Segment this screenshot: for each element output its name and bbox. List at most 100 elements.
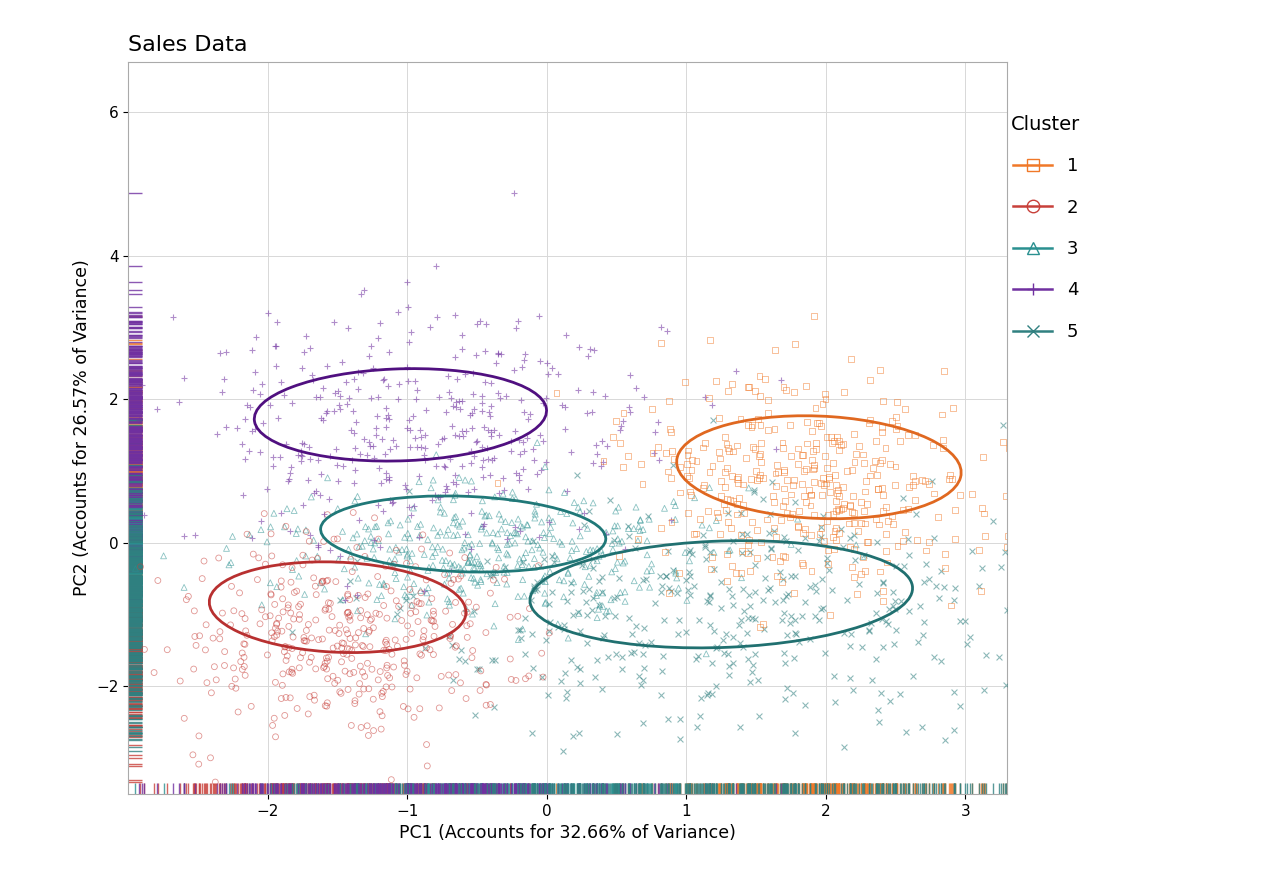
Point — [931, 407, 951, 422]
Point — [258, 306, 279, 320]
Point — [375, 467, 395, 481]
Point — [693, 478, 714, 492]
Point — [421, 481, 442, 495]
Point — [494, 572, 515, 587]
Point — [886, 410, 907, 424]
Point — [860, 373, 881, 387]
Point — [773, 646, 794, 660]
Point — [262, 625, 282, 639]
Point — [700, 333, 720, 347]
Point — [336, 397, 357, 411]
Point — [625, 500, 646, 514]
Point — [664, 452, 684, 467]
Point — [275, 639, 295, 654]
Point — [706, 679, 727, 693]
Point — [885, 478, 905, 492]
Point — [331, 355, 352, 370]
Point — [497, 537, 517, 551]
Point — [456, 602, 476, 616]
Point — [230, 654, 250, 669]
Point — [261, 587, 281, 601]
Point — [440, 629, 461, 643]
Point — [939, 472, 959, 486]
Point — [706, 639, 727, 654]
Point — [295, 523, 316, 537]
Point — [696, 594, 716, 609]
Point — [802, 444, 823, 458]
Point — [637, 509, 657, 523]
Point — [716, 503, 737, 517]
Point — [579, 504, 600, 518]
Point — [785, 613, 805, 627]
Point — [302, 631, 322, 645]
Point — [785, 337, 805, 351]
Point — [711, 602, 732, 616]
Point — [393, 699, 413, 714]
Point — [426, 310, 447, 324]
Point — [476, 526, 497, 540]
Point — [745, 612, 765, 626]
Point — [587, 447, 607, 461]
Point — [475, 375, 496, 389]
Point — [903, 477, 923, 491]
Point — [844, 516, 864, 530]
Point — [490, 512, 511, 527]
Point — [589, 598, 610, 612]
Point — [840, 499, 860, 513]
Point — [702, 459, 723, 473]
Point — [731, 527, 751, 542]
Point — [502, 485, 523, 499]
Point — [289, 661, 309, 675]
Point — [655, 545, 675, 559]
Point — [415, 641, 435, 655]
Point — [826, 533, 846, 547]
Point — [422, 558, 443, 572]
Point — [440, 556, 461, 570]
Point — [371, 686, 392, 700]
Point — [854, 504, 874, 518]
Point — [280, 606, 300, 620]
Point — [345, 591, 366, 605]
Point — [764, 524, 785, 538]
Point — [568, 605, 588, 619]
Point — [308, 540, 329, 554]
Point — [582, 603, 602, 617]
Point — [932, 433, 953, 447]
Point — [583, 561, 603, 575]
Point — [770, 373, 791, 387]
Point — [675, 375, 696, 389]
Point — [882, 600, 903, 614]
Point — [738, 417, 759, 431]
Point — [322, 609, 343, 624]
Point — [873, 594, 894, 608]
Point — [873, 504, 894, 518]
Point — [677, 469, 697, 483]
Point — [515, 647, 535, 661]
Point — [476, 566, 497, 580]
Point — [221, 617, 241, 632]
Point — [809, 527, 829, 542]
Point — [256, 609, 276, 624]
Point — [794, 489, 814, 503]
Point — [280, 460, 300, 475]
Point — [629, 669, 650, 683]
Point — [398, 512, 419, 527]
Point — [343, 404, 363, 418]
Point — [606, 647, 627, 662]
Point — [547, 552, 568, 566]
Point — [451, 676, 471, 690]
Point — [397, 549, 417, 563]
Point — [235, 412, 256, 426]
Point — [466, 600, 487, 614]
Point — [895, 725, 915, 739]
Point — [570, 662, 591, 676]
Point — [811, 488, 832, 502]
Point — [648, 452, 669, 467]
Point — [261, 527, 281, 541]
Point — [408, 615, 429, 629]
Point — [583, 591, 603, 605]
Point — [535, 454, 556, 468]
Point — [738, 611, 759, 625]
Point — [592, 434, 612, 448]
Point — [882, 509, 903, 523]
